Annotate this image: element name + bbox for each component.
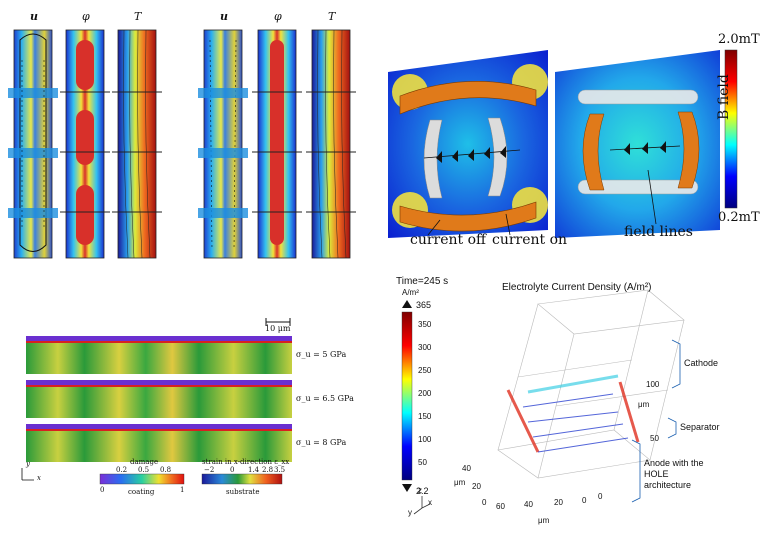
damage-end-1: 1 [180,486,185,494]
bottom-tick-60: 60 [496,502,505,511]
strain-title: strain in x-direction ε_xx [202,458,290,466]
column-u-1 [8,29,58,259]
cathode-label: Cathode [684,358,719,368]
axis-y-label: y [26,460,30,468]
bfield-min: 0.2mT [718,210,760,225]
coating-row-2 [26,380,292,418]
annotation-current-on: current on [492,232,568,248]
column-T-2 [306,29,356,259]
label-phi-1: φ [82,10,90,23]
left-tick-20: 20 [472,482,481,491]
coating-row-3 [26,424,292,462]
triad-x: x [428,498,432,507]
strain-tick-3: 1.4 [248,466,260,474]
strain-tick-2: 0 [230,466,235,474]
cb-min: 2.2 [416,486,429,496]
bfield-title: B field [716,74,732,120]
damage-tick-3: 0.8 [160,466,172,474]
column-u-2 [198,29,248,259]
cb-max-arrow [402,300,412,308]
triad-z: z [418,486,422,495]
current-vectors [506,374,640,453]
panel-convection: u φ T u φ T [0,0,370,268]
coil-top-left [399,81,537,115]
coil-bottom-left [399,201,537,232]
separator-label: Separator [680,422,720,432]
coating-label: coating [128,488,155,496]
damage-title: damage [130,458,159,466]
cb-max: 365 [416,300,432,310]
row-label-2: σ_u = 6.5 GPa [296,394,354,403]
damage-tick-2: 0.5 [138,466,150,474]
axis-x-label: x [37,474,41,482]
plot-title: Electrolyte Current Density (A/m²) [502,282,652,293]
label-u-2: u [220,10,228,23]
convection-svg [8,29,356,259]
strain-colorbar [201,473,283,485]
strain-tick-1: −2 [204,466,215,474]
damage-colorbar [99,473,185,485]
annotation-current-off: current off [410,232,486,248]
cb-tick-100: 100 [418,435,432,444]
cb-tick-50: 50 [418,458,427,467]
cb-tick-350: 350 [418,320,432,329]
right-axis-unit: μm [638,400,650,409]
label-T-1: T [134,10,142,23]
electrolyte-svg [401,289,685,515]
right-tick-0: 0 [598,492,603,501]
bottom-axis-unit: μm [538,516,550,525]
right-tick-100: 100 [646,380,660,389]
magnetic-svg [388,49,738,238]
left-tick-40: 40 [462,464,471,473]
cb-tick-300: 300 [418,343,432,352]
bottom-tick-20: 20 [554,498,563,507]
strain-tick-5: 3.5 [274,466,286,474]
left-axis-unit: μm [454,478,466,487]
cb-tick-250: 250 [418,366,432,375]
panel-coating-strain: 10 μm σ_u = 5 GPa σ_u = 6.5 GPa σ_u = 8 … [10,310,380,510]
damage-tick-1: 0.2 [116,466,128,474]
cb-min-arrow [402,484,412,492]
panel-magnetic-field: 2.0mT 0.2mT B field current off current … [380,30,769,255]
strain-tick-4: 2.8 [262,466,274,474]
left-tick-0: 0 [482,498,487,507]
cb-tick-150: 150 [418,412,432,421]
panel-electrolyte: Time=245 s Electrolyte Current Density (… [388,272,769,537]
substrate-label: substrate [226,488,260,496]
scale-bar-label: 10 μm [265,324,291,333]
triad-y: y [408,508,412,517]
column-T-1 [112,29,162,259]
right-tick-50: 50 [650,434,659,443]
bottom-tick-40: 40 [524,500,533,509]
label-phi-2: φ [274,10,282,23]
row-label-1: σ_u = 5 GPa [296,350,347,359]
label-T-2: T [328,10,336,23]
damage-end-0: 0 [100,486,105,494]
bottom-tick-0: 0 [582,496,587,505]
anode-label: Anode with the HOLE architecture [644,458,704,490]
column-phi-1 [60,29,110,259]
column-phi-2 [252,29,302,259]
cb-unit: A/m² [402,288,419,297]
bfield-colorbar [724,49,738,209]
time-label: Time=245 s [396,276,449,287]
coating-svg [21,318,292,485]
coating-row-1 [26,336,292,374]
current-colorbar [401,311,413,481]
annotation-field-lines: field lines [624,224,693,240]
label-u-1: u [30,10,38,23]
cb-tick-200: 200 [418,389,432,398]
row-label-3: σ_u = 8 GPa [296,438,347,447]
bfield-max: 2.0mT [718,32,760,47]
